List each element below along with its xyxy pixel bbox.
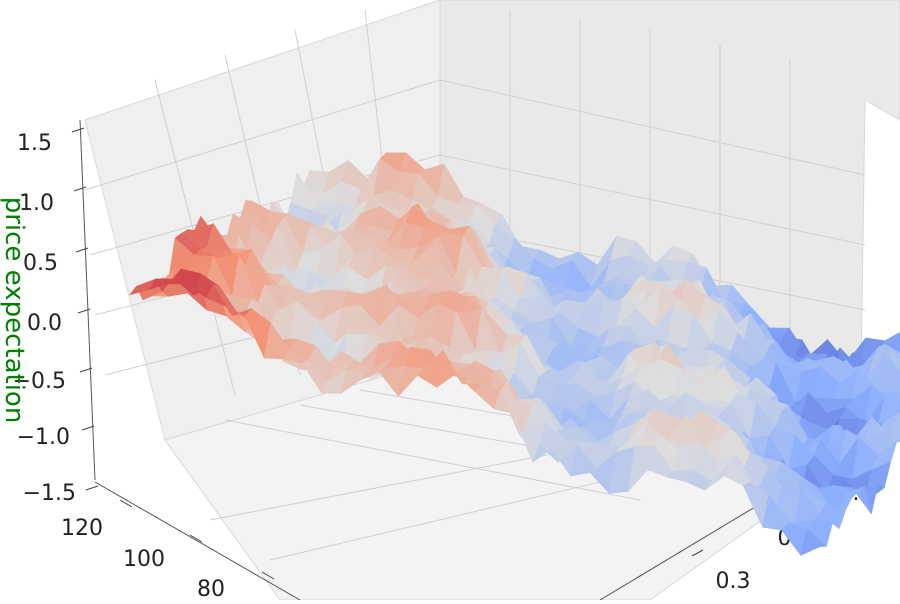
z-tick-label: −1.5 — [23, 481, 76, 506]
z-tick-label: 1.5 — [17, 131, 52, 156]
x-tick-label: 80 — [197, 577, 225, 600]
z-axis-label: price expectation — [0, 197, 29, 424]
y-tick-label: 0.3 — [716, 569, 751, 594]
x-tick-label: 120 — [61, 516, 103, 541]
z-tick-label: 0.0 — [27, 311, 62, 336]
z-tick-label: −1.0 — [17, 425, 70, 450]
x-tick-label: 100 — [123, 547, 165, 572]
